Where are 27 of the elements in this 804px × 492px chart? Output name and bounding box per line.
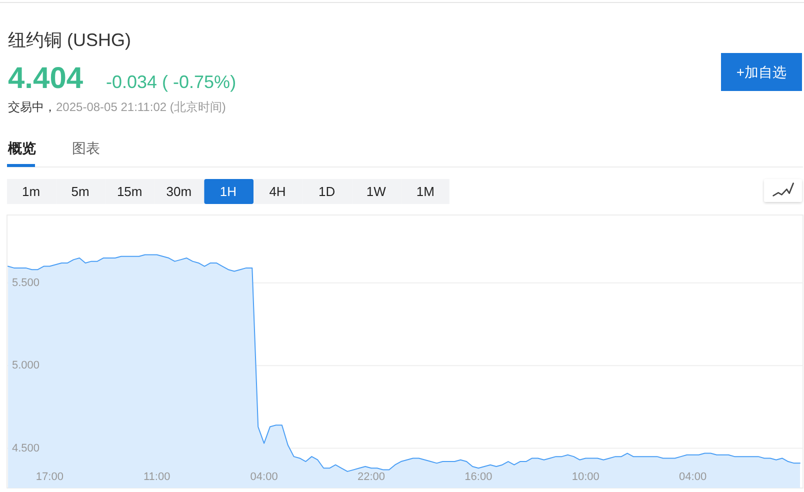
- interval-button: 15m: [106, 179, 155, 204]
- interval-button: 5m: [56, 179, 106, 204]
- text: 4.404: [8, 62, 84, 95]
- interval-button: 30m: [154, 179, 204, 204]
- text: 图表: [72, 140, 100, 156]
- x-tick-label: 04:00: [250, 471, 278, 483]
- x-tick-label: 16:00: [464, 471, 492, 483]
- text: 2025-08-05 21:11:02 (北京时间): [56, 100, 226, 114]
- y-tick-label: 5.000: [12, 360, 40, 372]
- interval-button: 1m: [7, 179, 56, 204]
- interval-button: 1H: [204, 179, 254, 204]
- interval-button: 1W: [352, 179, 402, 204]
- x-tick-label: 11:00: [144, 471, 170, 483]
- x-tick-label: 10:00: [572, 471, 600, 483]
- x-tick-label: 04:00: [679, 471, 707, 483]
- text: 交易中，: [8, 100, 56, 114]
- text: -0.034 ( -0.75%): [106, 72, 236, 92]
- x-tick-label: 17:00: [36, 471, 64, 483]
- add-watchlist-button: +加自选: [721, 53, 802, 91]
- interval-button: 4H: [254, 179, 303, 204]
- y-tick-label: 4.500: [12, 442, 40, 454]
- interval-button: 1D: [302, 179, 352, 204]
- x-tick-label: 22:00: [357, 471, 386, 483]
- interval-button: 1M: [401, 179, 450, 204]
- y-tick-label: 5.500: [12, 276, 40, 289]
- text: 概览: [7, 140, 36, 156]
- chart-title: 纽约铜 (USHG): [8, 30, 131, 50]
